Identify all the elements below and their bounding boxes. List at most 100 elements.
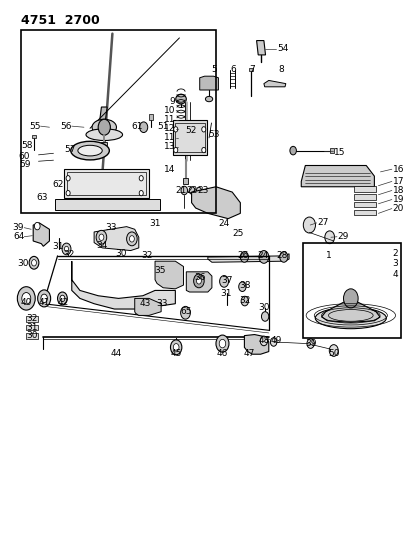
Circle shape xyxy=(202,148,206,153)
Polygon shape xyxy=(94,227,139,251)
Text: 40: 40 xyxy=(20,298,32,307)
Text: 30: 30 xyxy=(115,249,126,258)
Circle shape xyxy=(216,335,229,352)
Text: 25: 25 xyxy=(232,229,244,238)
Text: 12: 12 xyxy=(164,124,175,133)
Text: 51: 51 xyxy=(157,122,169,131)
Text: 6: 6 xyxy=(230,66,236,74)
Bar xyxy=(26,325,38,330)
Text: 22: 22 xyxy=(187,186,198,195)
Text: 54: 54 xyxy=(277,44,288,53)
Text: 39: 39 xyxy=(306,339,317,348)
Text: 9: 9 xyxy=(170,97,175,106)
Bar xyxy=(354,194,377,199)
Text: 18: 18 xyxy=(392,186,404,195)
Circle shape xyxy=(34,222,40,230)
Text: 33: 33 xyxy=(156,299,167,308)
Polygon shape xyxy=(33,223,49,246)
Text: 42: 42 xyxy=(58,298,69,307)
Text: 29: 29 xyxy=(338,232,349,241)
Ellipse shape xyxy=(315,308,386,329)
Polygon shape xyxy=(186,272,212,292)
Bar xyxy=(21,30,216,213)
Circle shape xyxy=(129,236,134,242)
Circle shape xyxy=(41,294,47,303)
Bar xyxy=(26,334,38,339)
Circle shape xyxy=(18,287,35,310)
Bar xyxy=(303,243,401,338)
Circle shape xyxy=(126,232,137,246)
Circle shape xyxy=(139,190,143,196)
Text: 14: 14 xyxy=(164,165,175,174)
Circle shape xyxy=(280,252,288,262)
Text: 3: 3 xyxy=(392,260,398,268)
Bar xyxy=(149,115,153,120)
Bar xyxy=(173,120,207,155)
Circle shape xyxy=(174,148,178,153)
Bar xyxy=(183,178,188,183)
Text: 48: 48 xyxy=(259,336,270,345)
Ellipse shape xyxy=(78,146,102,156)
Text: 36: 36 xyxy=(195,273,206,281)
Circle shape xyxy=(239,282,246,292)
Circle shape xyxy=(99,234,104,240)
Text: 35: 35 xyxy=(155,266,166,274)
Text: 11: 11 xyxy=(164,133,175,142)
Circle shape xyxy=(22,293,31,304)
Circle shape xyxy=(307,339,314,349)
Circle shape xyxy=(262,312,269,321)
Polygon shape xyxy=(192,187,240,219)
Text: 41: 41 xyxy=(39,298,50,307)
Text: 28: 28 xyxy=(277,252,288,260)
Polygon shape xyxy=(135,298,161,316)
Text: 21: 21 xyxy=(176,186,187,195)
Text: 50: 50 xyxy=(328,349,339,358)
Text: 19: 19 xyxy=(392,195,404,204)
Text: 44: 44 xyxy=(111,349,122,358)
Text: 55: 55 xyxy=(29,122,40,131)
Text: 20: 20 xyxy=(392,204,404,213)
Ellipse shape xyxy=(71,141,109,160)
Text: 53: 53 xyxy=(208,130,220,139)
Bar xyxy=(67,172,146,195)
Text: 32: 32 xyxy=(141,251,153,260)
Circle shape xyxy=(38,290,51,307)
Circle shape xyxy=(66,190,70,196)
Polygon shape xyxy=(257,41,266,55)
Circle shape xyxy=(181,306,191,319)
Circle shape xyxy=(329,345,338,357)
Text: 46: 46 xyxy=(217,349,228,358)
Circle shape xyxy=(303,217,315,233)
Circle shape xyxy=(290,147,296,155)
Text: 8: 8 xyxy=(278,66,284,74)
Text: 62: 62 xyxy=(52,180,64,189)
Circle shape xyxy=(344,289,358,308)
Text: 31: 31 xyxy=(220,288,231,297)
Text: 26: 26 xyxy=(237,252,248,260)
Circle shape xyxy=(140,122,148,133)
Circle shape xyxy=(173,344,179,351)
Text: 56: 56 xyxy=(60,122,72,131)
Text: 61: 61 xyxy=(131,122,143,131)
Polygon shape xyxy=(200,76,218,90)
Text: 27: 27 xyxy=(317,219,329,228)
Circle shape xyxy=(189,187,195,194)
Text: 1: 1 xyxy=(326,252,331,260)
Text: 32: 32 xyxy=(27,314,38,323)
Text: 64: 64 xyxy=(13,232,24,241)
Text: 15: 15 xyxy=(334,148,345,157)
Text: 4: 4 xyxy=(392,270,398,279)
Circle shape xyxy=(62,243,71,255)
Circle shape xyxy=(174,127,178,132)
Circle shape xyxy=(181,186,188,195)
Polygon shape xyxy=(98,107,107,139)
Text: 43: 43 xyxy=(140,299,151,308)
Text: 57: 57 xyxy=(64,145,76,154)
Circle shape xyxy=(171,340,182,355)
Text: 37: 37 xyxy=(221,276,233,285)
Circle shape xyxy=(259,251,269,263)
Text: 5: 5 xyxy=(211,66,217,74)
Ellipse shape xyxy=(176,94,186,104)
Polygon shape xyxy=(244,335,269,354)
Circle shape xyxy=(202,127,206,132)
